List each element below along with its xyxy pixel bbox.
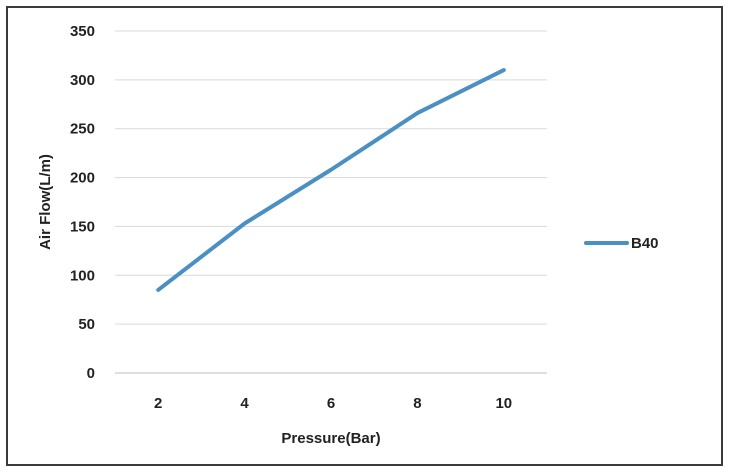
x-tick-label: 2: [154, 395, 162, 412]
legend: B40: [584, 235, 659, 252]
y-tick-label: 150: [70, 218, 95, 235]
series-lines: [156, 68, 506, 292]
x-tick-label: 4: [240, 395, 249, 412]
y-tick-label: 50: [78, 316, 95, 333]
y-tick-label: 250: [70, 121, 95, 138]
x-axis-title: Pressure(Bar): [281, 430, 380, 447]
y-tick-label: 200: [70, 170, 95, 187]
gridlines: [115, 30, 547, 325]
y-tick-label: 0: [87, 365, 95, 382]
y-axis-ticks: 0 50 100 150 200 250 300 350: [70, 23, 95, 382]
series-line-b40: [156, 68, 506, 292]
chart-frame: [6, 6, 723, 466]
x-axis-ticks: 2 4 6 8 10: [154, 395, 512, 412]
x-tick-label: 8: [413, 395, 421, 412]
y-axis-title: Air Flow(L/m): [37, 154, 54, 250]
x-tick-label: 10: [495, 395, 512, 412]
x-tick-label: 6: [327, 395, 335, 412]
y-tick-label: 350: [70, 23, 95, 40]
y-tick-label: 100: [70, 267, 95, 284]
y-tick-label: 300: [70, 72, 95, 89]
legend-label-b40: B40: [631, 235, 659, 252]
